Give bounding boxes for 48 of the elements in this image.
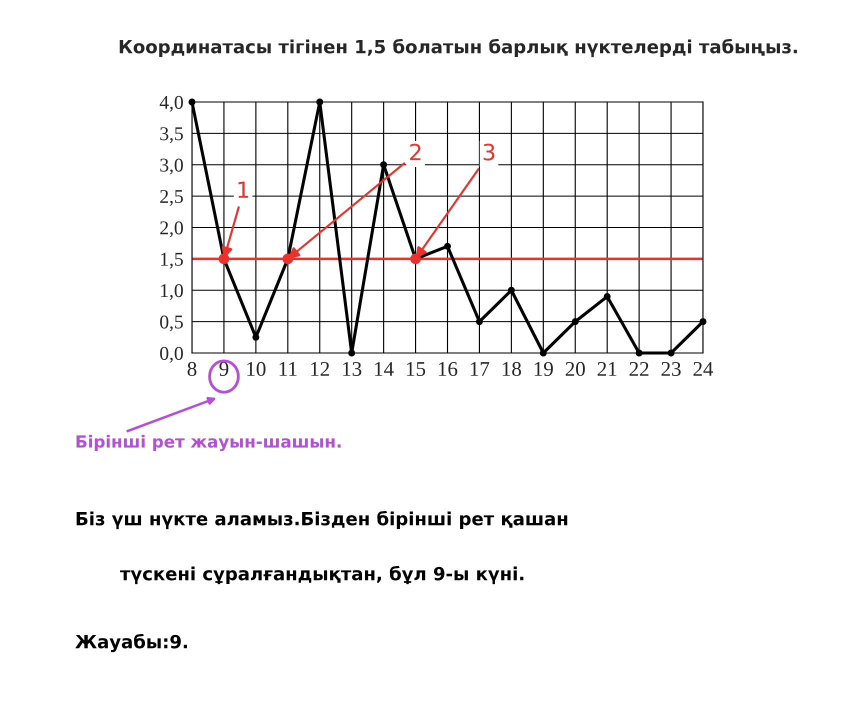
x-tick-label: 20 [566,362,585,376]
annotation: 3 [484,144,494,160]
point [604,293,611,300]
point [636,350,643,356]
annotation: 2 [410,144,420,160]
point [540,350,547,356]
y-tick-label: 1,0 [161,284,183,300]
y-tick-label: 3,0 [160,158,183,174]
y-tick-label: 3,5 [160,127,183,144]
x-tick-label: 12 [311,362,330,376]
chart-title: Координатасы тігінен 1,5 болатын барлық нүктелерді табыңыз. [120,38,797,58]
text: түскені сұралғандықтан, бұл 9-ы күні. [120,566,524,584]
y-tick-label: 4,0 [160,96,183,112]
y-tick-label: 2,5 [160,190,183,206]
y-tick-label: 0,5 [160,315,183,332]
y-tick-label: 2,0 [160,221,183,238]
point [188,98,196,106]
x-tick-label: 16 [438,362,458,376]
x-tick-label: 23 [662,362,681,376]
annotation: 1 [238,182,248,198]
x-tick-label: 24 [694,362,714,376]
y-tick-label: 1,5 [161,252,183,269]
x-tick-label: 15 [406,362,426,376]
text: Біз үш нүкте аламыз.Бізден бірінші рет қашан [76,510,568,530]
point [508,286,515,294]
x-tick-label: 8 [188,362,196,376]
point [252,334,260,341]
y-tick-label: 0,0 [160,346,183,363]
x-tick-label: 10 [247,362,266,376]
text: Бірінші рет жауын-шашын. [76,434,341,452]
point [668,350,675,356]
point [476,318,483,326]
text: Жауабы:9. [75,634,187,652]
x-tick-label: 18 [502,362,521,376]
x-tick-label: 19 [534,362,553,376]
x-tick-label: 11 [280,362,297,376]
x-tick-label: 14 [375,362,394,376]
x-tick-label: 22 [630,362,648,376]
x-tick-label: 17 [470,362,490,376]
x-tick-label: 9 [219,362,228,376]
point [348,350,356,356]
point [444,242,451,250]
x-tick-label: 21 [598,362,616,376]
point [380,161,388,168]
point [316,98,324,106]
x-tick-label: 13 [343,362,362,376]
point [700,318,706,326]
point [572,318,579,326]
